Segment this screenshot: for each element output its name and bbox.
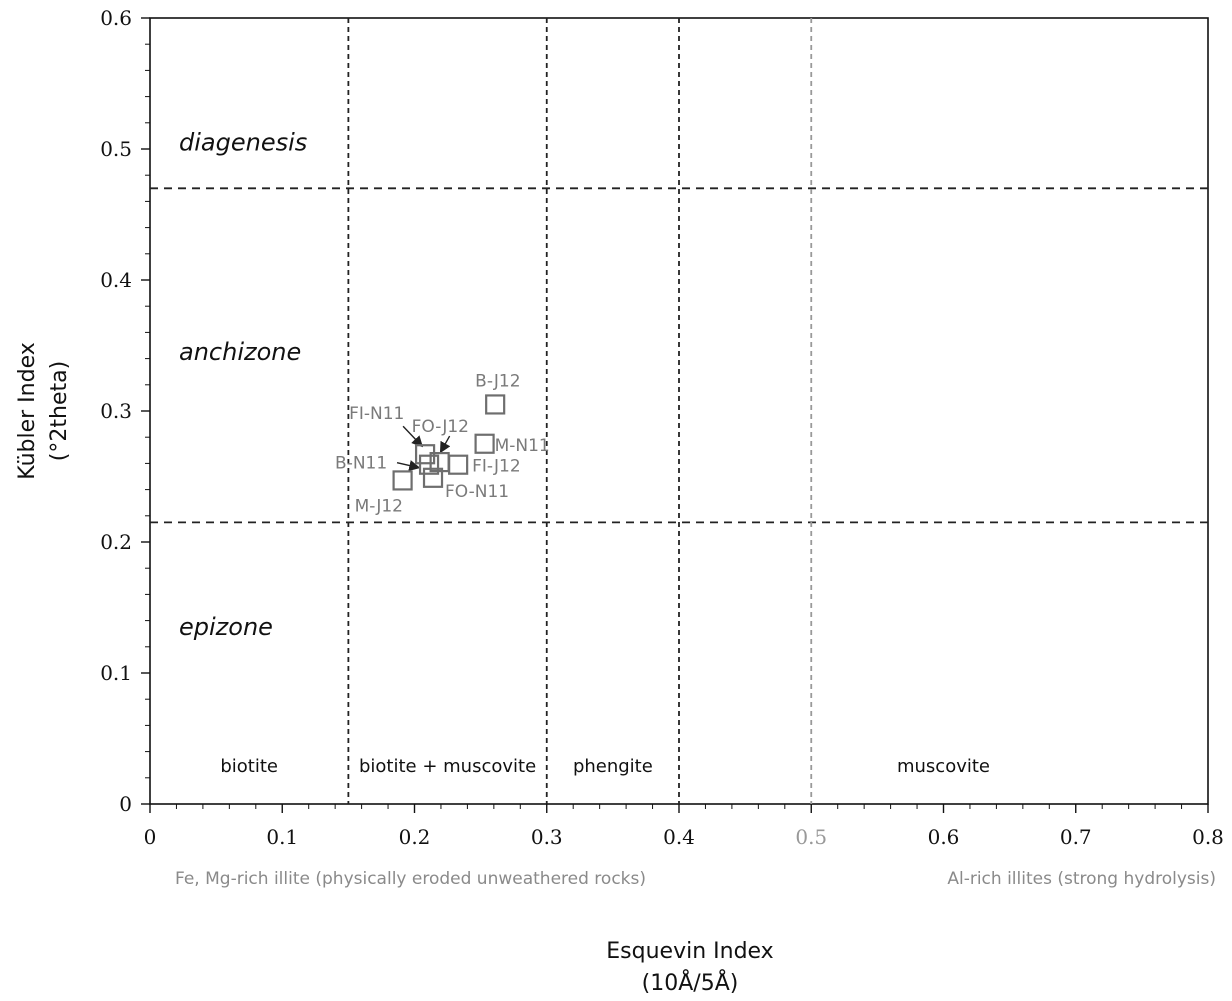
- y-axis-title-line1: Kübler Index: [15, 342, 40, 480]
- y-tick-label: 0: [119, 792, 132, 816]
- zone-label: epizone: [179, 613, 273, 641]
- x-axis-title-line1: Esquevin Index: [606, 939, 773, 964]
- data-point-label: FI-N11: [349, 404, 404, 424]
- data-point-marker: [418, 454, 440, 475]
- leader-arrow: [402, 425, 424, 448]
- y-axis-title: Kübler Index (°2theta): [15, 342, 72, 480]
- zone-label: diagenesis: [179, 128, 307, 156]
- data-point-marker: [414, 444, 436, 465]
- y-tick-label: 0.2: [100, 530, 132, 554]
- data-point-label: FO-N11: [445, 482, 509, 502]
- y-tick-label: 0.4: [100, 268, 132, 292]
- data-points: [392, 394, 506, 491]
- y-tick-label: 0.3: [100, 399, 132, 423]
- chart-labels: 0 0.1 0.2 0.3 0.4 0.5 0.6 0.7 0.8 0 0.1 0.2 0.3 0.4 0.…: [100, 6, 1224, 889]
- y-tick-label: 0.1: [100, 661, 132, 685]
- x-axis-note: Fe, Mg-rich illite (physically eroded un…: [175, 869, 646, 889]
- zone-label: anchizone: [179, 338, 301, 366]
- y-tick-label: 0.6: [100, 6, 132, 30]
- mineral-field-label: phengite: [573, 756, 653, 777]
- data-point-label: M-N11: [495, 436, 550, 456]
- data-point-marker: [485, 394, 506, 415]
- data-point-marker: [422, 467, 444, 488]
- x-tick-label: 0.4: [663, 825, 695, 849]
- data-point-marker: [474, 433, 495, 454]
- mineral-field-label: biotite: [220, 756, 278, 777]
- x-tick-label: 0.6: [928, 825, 960, 849]
- x-tick-label: 0.5: [795, 825, 827, 849]
- data-point-label: B-N11: [335, 454, 387, 474]
- y-tick-label: 0.5: [100, 137, 132, 161]
- data-point-label: FI-J12: [472, 457, 521, 477]
- data-point-label: M-J12: [355, 496, 403, 516]
- x-tick-label: 0: [144, 825, 157, 849]
- axis-ticks: [141, 17, 1209, 813]
- x-axis-note: Al-rich illites (strong hydrolysis): [947, 869, 1216, 889]
- x-tick-label: 0.8: [1192, 825, 1224, 849]
- boundary-lines: [150, 18, 1208, 804]
- x-tick-label: 0.1: [266, 825, 298, 849]
- data-point-label: FO-J12: [412, 417, 469, 437]
- x-tick-label: 0.7: [1060, 825, 1092, 849]
- leader-arrow: [396, 460, 421, 471]
- y-axis-title-line2: (°2theta): [47, 361, 72, 461]
- leader-arrow: [439, 435, 451, 454]
- data-point-label: B-J12: [475, 371, 520, 391]
- mineral-field-label: muscovite: [897, 756, 990, 777]
- data-point-marker: [448, 454, 469, 475]
- x-tick-label: 0.2: [399, 825, 431, 849]
- data-point-marker: [429, 451, 450, 473]
- x-tick-label: 0.3: [531, 825, 563, 849]
- x-axis-title-line2: (10Å/5Å): [642, 969, 739, 996]
- data-point-marker: [392, 470, 413, 491]
- mineral-field-label: biotite + muscovite: [359, 756, 536, 777]
